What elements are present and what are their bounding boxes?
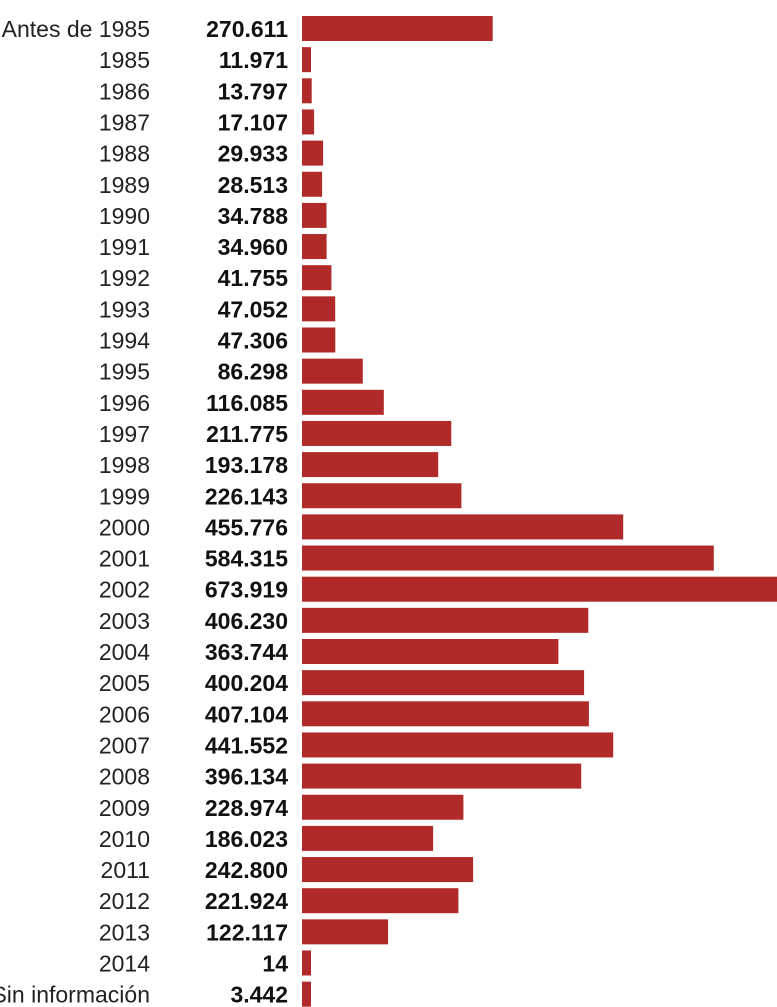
bar <box>302 888 459 914</box>
value-label: 13.797 <box>218 78 288 104</box>
category-label: 1997 <box>99 421 150 447</box>
value-label: 455.776 <box>205 514 288 540</box>
value-label: 34.788 <box>218 203 289 229</box>
category-label: 1999 <box>99 483 150 509</box>
category-label: 1992 <box>99 265 150 291</box>
value-label: 17.107 <box>218 109 288 135</box>
value-label: 28.513 <box>218 172 288 198</box>
category-label: 1987 <box>99 109 150 135</box>
value-label: 47.052 <box>218 296 288 322</box>
bar <box>302 763 582 789</box>
bar <box>302 514 624 540</box>
value-label: 3.442 <box>230 982 288 1007</box>
bar <box>302 16 493 41</box>
category-label: 1995 <box>99 359 150 385</box>
bar <box>302 670 585 696</box>
value-label: 116.085 <box>206 390 288 416</box>
value-label: 221.924 <box>205 888 288 914</box>
category-label: 2006 <box>99 701 150 727</box>
category-label: 1990 <box>99 203 150 229</box>
category-label: 2003 <box>99 608 150 634</box>
value-label: 34.960 <box>218 234 288 260</box>
category-label: 2010 <box>99 826 150 852</box>
value-label: 186.023 <box>205 826 288 852</box>
value-label: 270.611 <box>206 16 288 42</box>
category-label: 2002 <box>99 577 150 603</box>
bar <box>302 950 311 976</box>
category-label: 1996 <box>99 390 150 416</box>
value-label: 14 <box>262 951 288 977</box>
category-label: 2011 <box>101 857 150 883</box>
value-label: 47.306 <box>218 328 288 354</box>
bar <box>302 981 311 1007</box>
bar <box>302 47 311 73</box>
bar <box>302 825 434 851</box>
value-label: 406.230 <box>205 608 288 634</box>
category-label: 2014 <box>99 951 150 977</box>
category-label: 1991 <box>99 234 150 260</box>
value-label: 242.800 <box>205 857 288 883</box>
category-label: 1994 <box>99 328 150 354</box>
category-label: 1985 <box>99 47 150 73</box>
value-label: 122.117 <box>206 919 288 945</box>
bar <box>302 78 312 104</box>
category-label: 1989 <box>99 172 150 198</box>
bar <box>302 234 327 260</box>
value-label: 29.933 <box>218 141 288 167</box>
category-label: 2004 <box>99 639 150 665</box>
bar <box>302 265 332 291</box>
category-label: 2013 <box>99 919 150 945</box>
value-label: 228.974 <box>205 795 288 821</box>
bar <box>302 202 327 228</box>
bar <box>302 296 336 322</box>
value-label: 211.775 <box>206 421 288 447</box>
category-label: 1986 <box>99 78 150 104</box>
bar <box>302 545 714 571</box>
category-label: Sin información <box>0 982 150 1007</box>
category-label: 1993 <box>99 296 150 322</box>
category-label: 1998 <box>99 452 150 478</box>
value-label: 193.178 <box>205 452 288 478</box>
value-label: 673.919 <box>205 577 288 603</box>
bar <box>302 576 777 602</box>
value-label: 363.744 <box>205 639 288 665</box>
value-label: 584.315 <box>205 546 288 572</box>
bar <box>302 171 323 197</box>
category-label: 2005 <box>99 670 150 696</box>
bar <box>302 857 474 883</box>
value-label: 407.104 <box>205 701 288 727</box>
value-label: 396.134 <box>205 764 288 790</box>
value-label: 41.755 <box>218 265 289 291</box>
category-label: 2000 <box>99 514 150 540</box>
category-label: 2001 <box>99 546 150 572</box>
bar <box>302 639 559 664</box>
value-label: 226.143 <box>205 483 288 509</box>
bar <box>302 607 589 633</box>
value-label: 400.204 <box>205 670 288 696</box>
value-label: 11.971 <box>219 47 288 73</box>
bar <box>302 732 614 758</box>
bar <box>302 701 589 727</box>
bar <box>302 452 439 478</box>
category-label: 2012 <box>99 888 150 914</box>
bar <box>302 420 452 446</box>
category-label: Antes de 1985 <box>2 16 150 42</box>
bar <box>302 794 464 820</box>
bar <box>302 109 315 135</box>
bar <box>302 483 462 509</box>
category-label: 1988 <box>99 141 150 167</box>
value-label: 441.552 <box>205 732 288 758</box>
bar <box>302 140 324 166</box>
category-label: 2008 <box>99 764 150 790</box>
bar <box>302 358 363 384</box>
bar <box>302 389 384 415</box>
bar <box>302 919 389 945</box>
value-label: 86.298 <box>218 359 289 385</box>
category-label: 2009 <box>99 795 150 821</box>
bar <box>302 327 336 353</box>
category-label: 2007 <box>99 732 150 758</box>
